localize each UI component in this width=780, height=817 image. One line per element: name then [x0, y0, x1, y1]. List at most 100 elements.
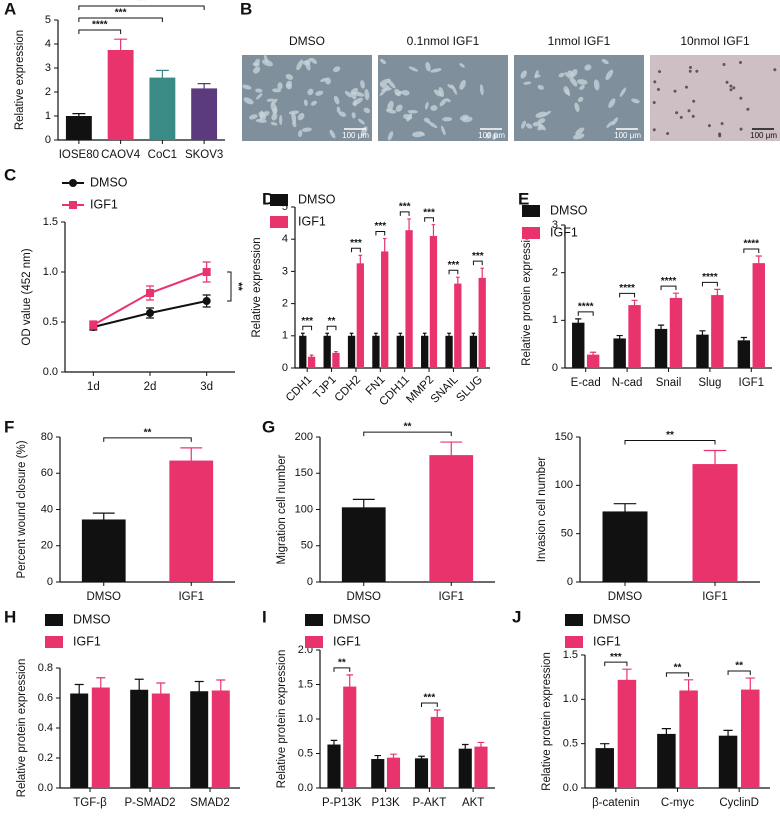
bar	[454, 283, 462, 368]
cell	[310, 100, 317, 106]
bar	[613, 338, 626, 368]
cell	[688, 65, 692, 69]
bar	[696, 334, 709, 368]
panel-label: A	[4, 0, 16, 18]
cell	[292, 120, 297, 128]
cell	[445, 98, 451, 103]
cell	[387, 79, 396, 89]
x-tick-label: IGF1	[438, 591, 464, 603]
bar	[347, 335, 356, 368]
significance-bracket	[660, 285, 677, 291]
error-bar	[613, 503, 637, 520]
error-bar	[374, 332, 378, 339]
bar	[332, 352, 340, 368]
significance-label: ***	[448, 260, 460, 271]
y-tick-label: 150	[555, 431, 573, 443]
error-bar	[745, 677, 755, 702]
y-axis-label: Relative protein expression	[16, 659, 28, 798]
cell	[685, 85, 689, 89]
error-bar	[755, 255, 762, 271]
cell	[538, 123, 546, 131]
bar	[169, 460, 214, 582]
cell	[272, 88, 282, 93]
cell	[732, 86, 736, 90]
y-tick-label: 0	[282, 362, 288, 374]
cell	[329, 129, 336, 139]
error-bar	[309, 354, 314, 359]
y-tick-label: 1.5	[563, 649, 578, 661]
panel-label: B	[240, 0, 252, 18]
legend-swatch	[565, 636, 583, 648]
x-tick-label: P-AKT	[412, 797, 446, 809]
significance-label: ***	[610, 652, 622, 663]
cell	[307, 88, 314, 96]
y-tick-label: 1	[45, 110, 51, 122]
x-tick-label: β-catenin	[592, 797, 640, 809]
cell	[353, 91, 365, 97]
cell	[333, 66, 341, 73]
cell	[385, 108, 397, 114]
error-bar	[114, 38, 128, 62]
panel-label: F	[4, 417, 14, 436]
legend-label: DMSO	[298, 192, 336, 206]
significance-label: ***	[301, 316, 313, 327]
cell	[439, 98, 447, 107]
significance-bracket	[78, 29, 122, 34]
cell	[263, 54, 269, 64]
cell	[353, 100, 357, 107]
cell	[288, 110, 300, 115]
bar	[405, 230, 413, 368]
cell	[542, 110, 552, 117]
significance-bracket	[577, 311, 594, 316]
cell	[360, 80, 365, 89]
significance-bracket	[103, 437, 192, 442]
cell	[593, 79, 600, 91]
y-tick-label: 0.5	[563, 738, 578, 750]
y-tick-label: 60	[41, 467, 53, 479]
error-bar	[471, 332, 476, 339]
significance-bracket	[78, 5, 205, 10]
point	[202, 268, 211, 276]
y-axis-label: Relative protein expression	[276, 650, 288, 789]
cell	[653, 80, 657, 84]
cell	[253, 66, 261, 74]
error-bar	[74, 683, 84, 704]
cell	[381, 87, 392, 92]
x-tick-label: 2d	[144, 381, 157, 393]
cell	[652, 101, 656, 105]
error-bar	[683, 679, 694, 702]
error-bar	[197, 83, 211, 94]
significance-label: ****	[744, 239, 760, 250]
error-bar	[575, 318, 582, 328]
legend-swatch	[522, 227, 540, 239]
y-tick-label: 200	[295, 431, 313, 443]
bar	[445, 335, 453, 368]
error-bar	[382, 237, 387, 265]
cell	[565, 89, 571, 97]
point	[89, 321, 98, 329]
cell	[338, 111, 347, 117]
cell	[351, 112, 356, 119]
cell	[425, 101, 429, 110]
y-tick-label: 1.0	[43, 266, 58, 278]
bar	[474, 746, 488, 788]
cell	[291, 112, 297, 123]
cell	[440, 125, 446, 136]
bar	[430, 716, 444, 788]
y-axis-label: Percent wound closure (%)	[16, 440, 28, 578]
significance-label: **	[338, 657, 346, 668]
bar	[741, 689, 760, 788]
cell	[427, 120, 438, 129]
x-tick-label: DMSO	[87, 591, 122, 603]
y-tick-label: 1.5	[298, 678, 313, 690]
y-tick-label: 1.0	[298, 713, 313, 725]
error-bar	[477, 741, 485, 752]
bar	[617, 679, 637, 788]
error-bar	[334, 350, 338, 355]
legend-label: IGF1	[73, 634, 101, 648]
cell	[303, 99, 308, 107]
bar	[737, 340, 751, 368]
cell	[656, 87, 660, 91]
cell	[521, 120, 526, 129]
y-tick-label: 2	[552, 267, 558, 279]
